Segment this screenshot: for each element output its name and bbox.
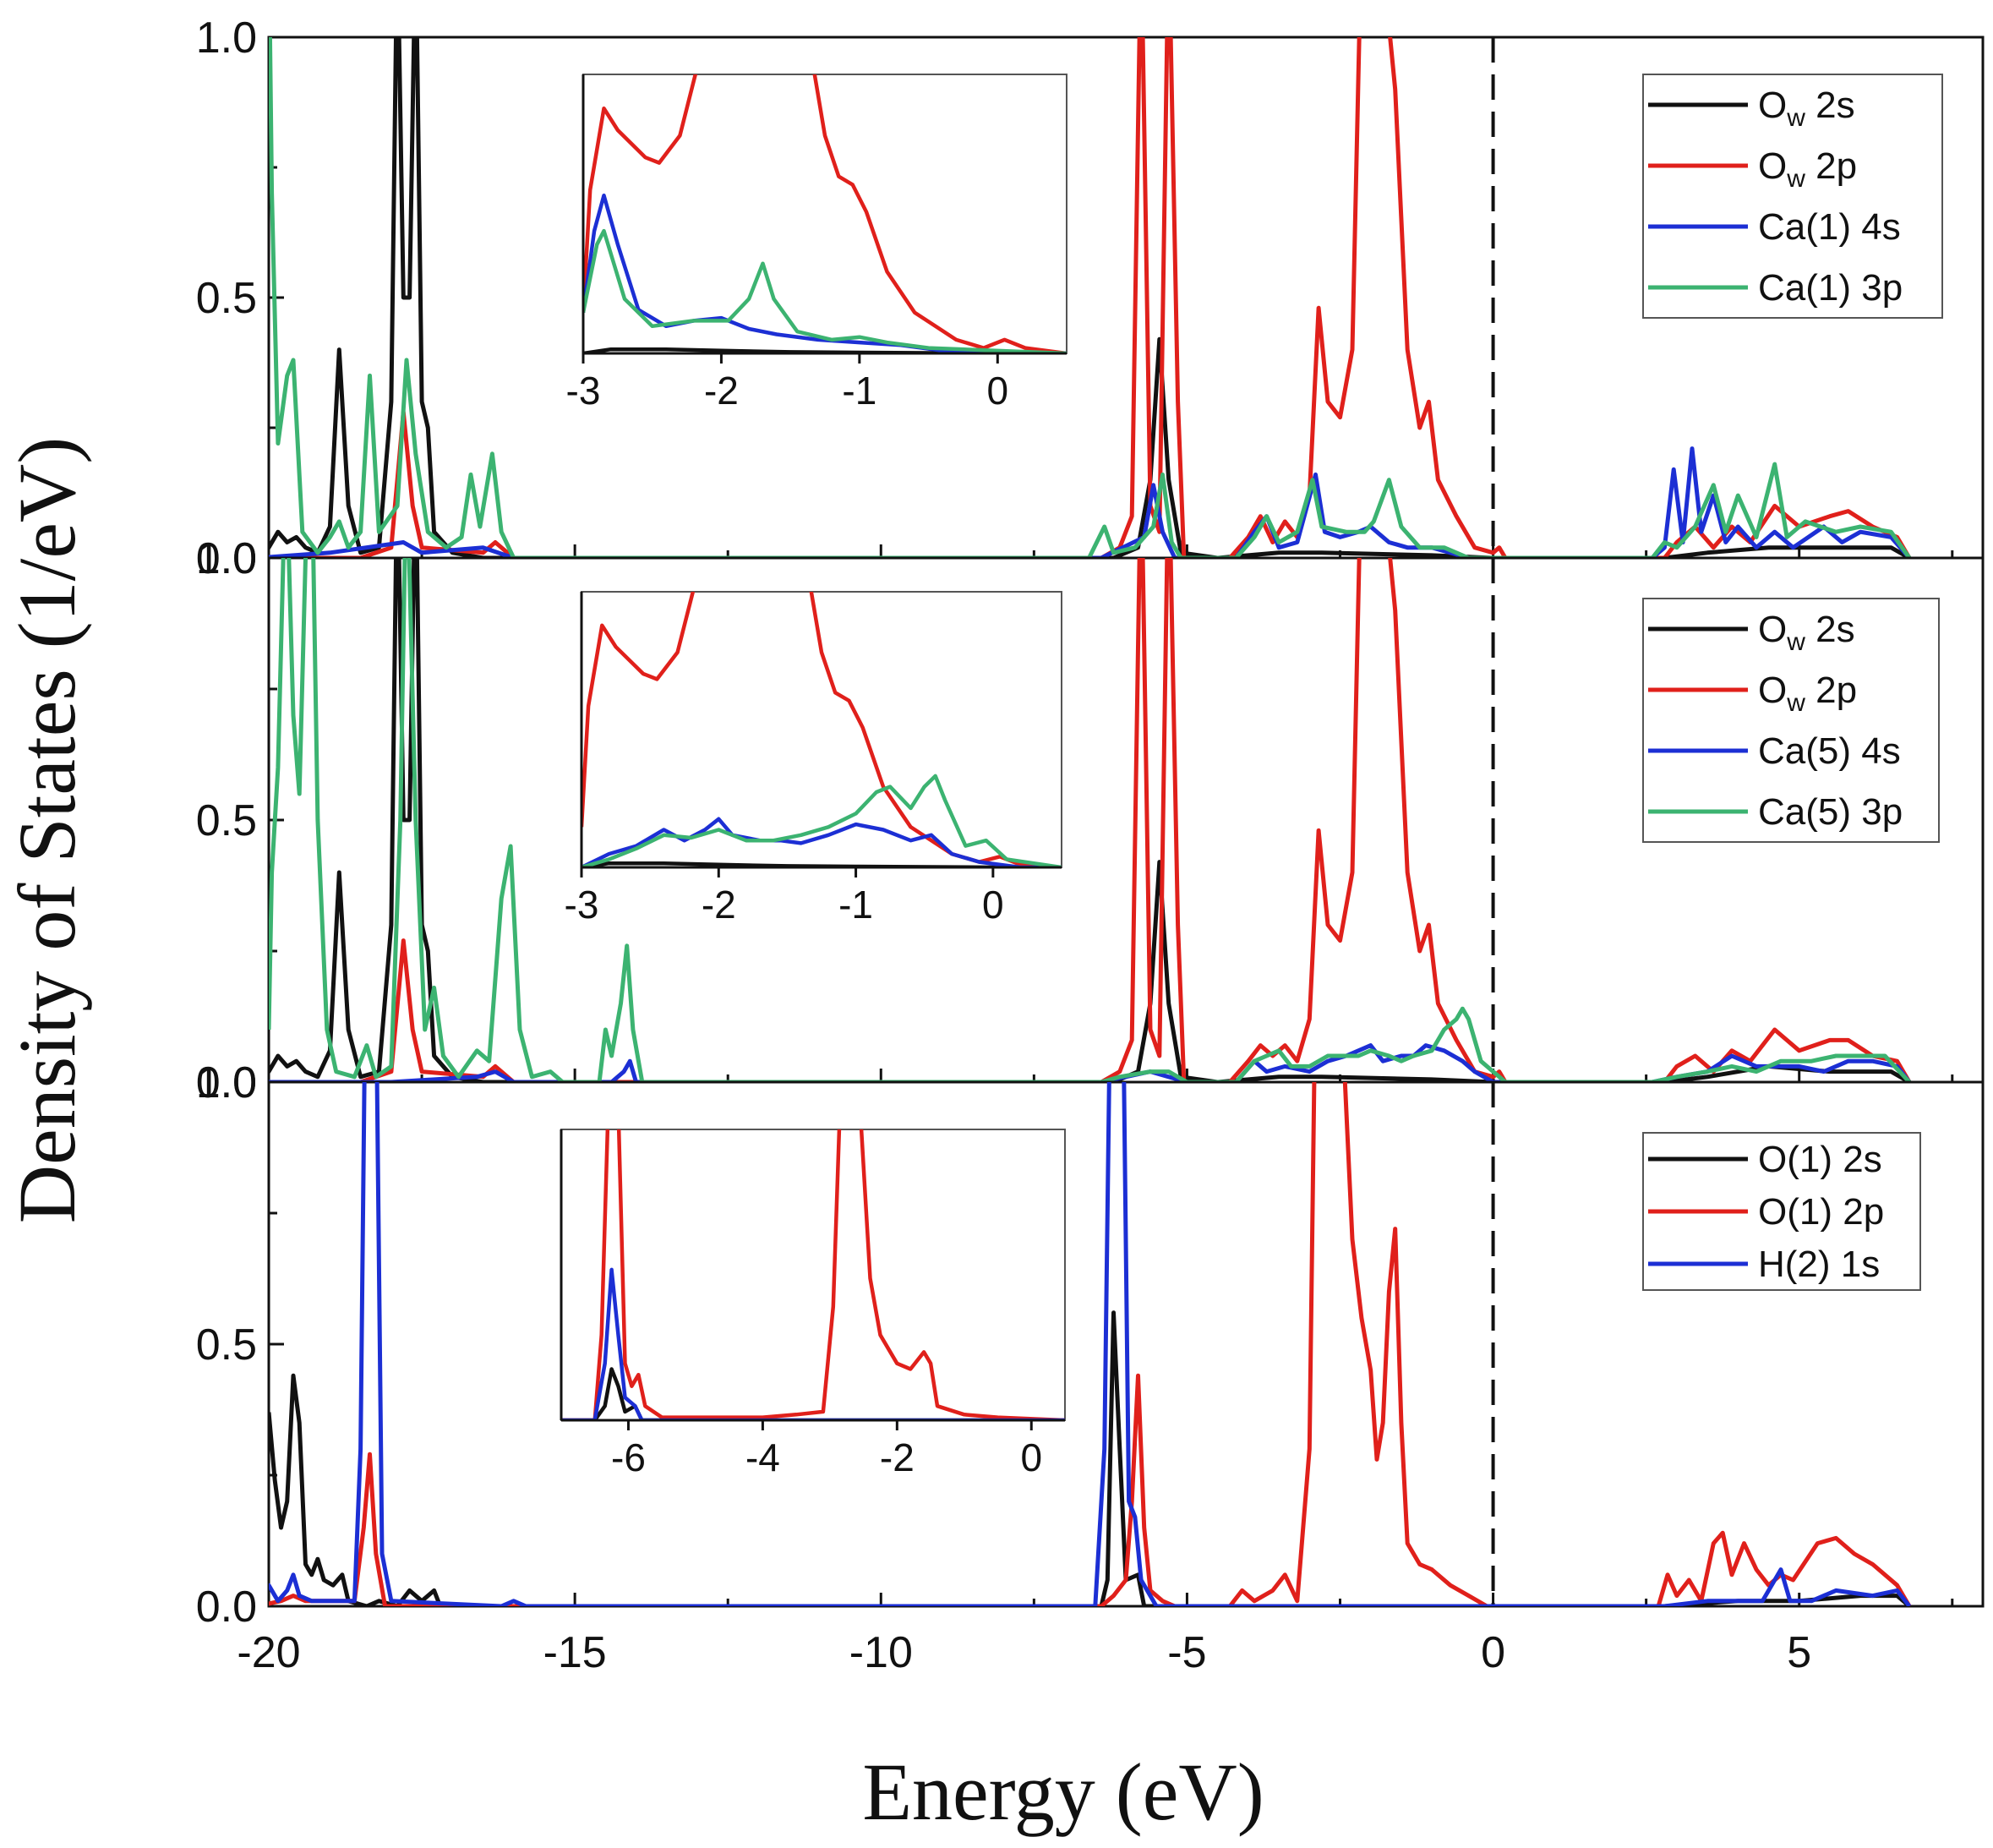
- inset-x-tick-label: -6: [611, 1435, 646, 1479]
- y-tick-label: 0.5: [196, 796, 257, 845]
- legend-label: Ca(1) 4s: [1758, 206, 1901, 248]
- y-tick-label: 1.0: [196, 534, 257, 583]
- inset-x-tick-label: -2: [880, 1435, 915, 1479]
- legend: Ow 2s Ow 2p Ca(1) 4s Ca(1) 3p: [1642, 74, 1943, 319]
- y-tick-label: 0.0: [196, 534, 257, 583]
- legend-label: Ca(5) 3p: [1758, 791, 1903, 833]
- legend-label: H(2) 1s: [1758, 1244, 1880, 1285]
- y-tick-label: 1.0: [196, 1058, 257, 1107]
- y-tick-label: 0.0: [196, 1583, 257, 1632]
- inset-frame: [560, 1129, 1066, 1421]
- panel-1: 0.0 0.5 1.0 -3 -2 -1 0 Ow 2s Ow 2p Ca(1) 4s Ca(1) …: [196, 14, 1985, 583]
- inset-x-tick-label: 0: [1020, 1435, 1042, 1479]
- legend: O(1) 2s O(1) 2p H(2) 1s: [1642, 1132, 1921, 1291]
- legend-label: Ca(1) 3p: [1758, 267, 1903, 309]
- series-line-o-1-2s: [269, 1310, 1911, 1606]
- inset-plot: -3 -2 -1 0: [565, 591, 1062, 927]
- legend-label: O(1) 2s: [1758, 1139, 1882, 1180]
- inset-series-line-4: [583, 228, 1067, 353]
- series-line-h-2-1s: [269, 1082, 1912, 1606]
- inset-frame: [581, 591, 1062, 868]
- inset-series-line-2: [561, 1129, 1065, 1420]
- legend-label: Ow 2s: [1758, 609, 1855, 656]
- inset-frame: [582, 74, 1067, 354]
- inset-x-tick-label: -2: [702, 883, 736, 927]
- inset-series-line-4: [582, 774, 1062, 867]
- inset-series-line-2: [583, 74, 1067, 353]
- y-tick-label: 0.0: [196, 1058, 257, 1107]
- legend: Ow 2s Ow 2p Ca(5) 4s Ca(5) 3p: [1642, 598, 1940, 843]
- inset-x-tick-label: 0: [982, 883, 1004, 927]
- inset-plot: -6 -4 -2 0: [560, 1129, 1066, 1479]
- legend-label: O(1) 2p: [1758, 1191, 1884, 1233]
- legend-label: Ca(5) 4s: [1758, 730, 1901, 772]
- x-tick-label: -15: [543, 1628, 607, 1677]
- inset-x-tick-label: -2: [704, 369, 739, 413]
- inset-series-line-3: [561, 1267, 1065, 1420]
- inset-x-tick-label: 0: [986, 369, 1008, 413]
- inset-series-line-3: [582, 817, 1062, 867]
- inset-x-tick-label: -4: [745, 1435, 780, 1479]
- inset-x-tick-label: -1: [842, 369, 876, 413]
- series-group: [269, 1082, 1912, 1606]
- inset-x-tick-label: -1: [838, 883, 873, 927]
- series-line-ca-5-4s: [269, 1043, 1912, 1082]
- inset-plot: -3 -2 -1 0: [566, 74, 1067, 413]
- x-tick-labels: -20 -15 -10 -5 0 5: [237, 1628, 1811, 1677]
- series-line-ca-1-3p: [269, 37, 1912, 558]
- x-tick-label: -5: [1167, 1628, 1206, 1677]
- legend-label: Ow 2p: [1758, 145, 1857, 193]
- y-tick-label: 0.5: [196, 1320, 257, 1370]
- y-tick-label: 0.5: [196, 274, 257, 323]
- x-tick-label: -10: [849, 1628, 913, 1677]
- inset-x-tick-label: -3: [565, 883, 599, 927]
- y-tick-label: 1.0: [196, 14, 257, 63]
- legend-label: Ow 2s: [1758, 85, 1855, 132]
- inset-series-group: [561, 1129, 1065, 1420]
- y-axis-label: Density of States (1/eV): [2, 437, 92, 1223]
- legend-frame: [1642, 598, 1940, 843]
- x-tick-label: 5: [1787, 1628, 1811, 1677]
- legend-frame: [1642, 74, 1943, 319]
- panel-3: 0.0 0.5 1.0 -6 -4 -2 0 O(1) 2s O(1) 2p H(2) 1s: [196, 1058, 1985, 1632]
- series-line-ow-2p: [269, 37, 1912, 558]
- legend-label: Ow 2p: [1758, 670, 1857, 717]
- x-axis-label: Energy (eV): [862, 1747, 1264, 1837]
- inset-x-tick-label: -3: [566, 369, 601, 413]
- x-tick-label: -20: [237, 1628, 300, 1677]
- x-tick-label: 0: [1481, 1628, 1505, 1677]
- series-line-o-1-2p: [269, 1082, 1912, 1606]
- series-line-ca-5-3p: [269, 558, 1911, 1082]
- panel-2: 0.0 0.5 1.0 -3 -2 -1 0 Ow 2s Ow 2p Ca(5) 4s Ca(5) …: [196, 534, 1985, 1107]
